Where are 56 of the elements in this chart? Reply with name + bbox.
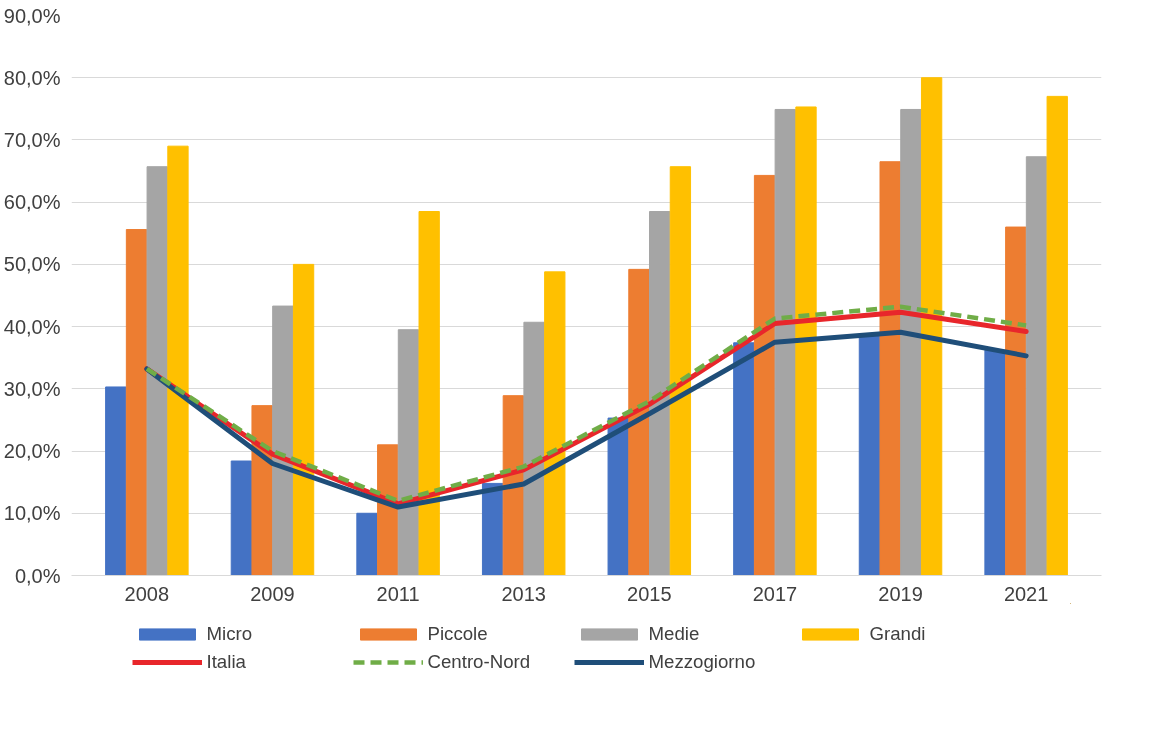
bar [1025, 156, 1048, 576]
bar [105, 386, 127, 576]
y-tick-label: 0,0% [14, 564, 61, 587]
legend-label: Medie [648, 623, 701, 645]
bar [607, 417, 629, 576]
x-tick-label: 2013 [501, 582, 546, 605]
x-tick-label: 2008 [124, 582, 170, 605]
x-tick-label: 2021 [1003, 582, 1049, 605]
legend-label: Italia [206, 651, 247, 673]
x-tick-label: 2019 [878, 582, 923, 605]
legend-label: Grandi [869, 623, 927, 645]
bar [774, 108, 796, 576]
y-tick-label: 50,0% [3, 253, 61, 276]
legend-label: Centro-Nord [427, 651, 532, 673]
y-tick-label: 80,0% [3, 66, 61, 89]
bar [628, 268, 650, 576]
y-tick-label: 20,0% [3, 440, 61, 463]
bar [356, 512, 378, 576]
bar [272, 305, 294, 576]
bar [292, 263, 315, 576]
bar [230, 460, 253, 576]
bar [418, 211, 440, 576]
bar [669, 166, 692, 576]
bar [920, 77, 943, 576]
bar [900, 108, 922, 576]
bar [167, 145, 189, 576]
y-tick-label: 70,0% [3, 128, 61, 151]
bar [733, 342, 755, 576]
legend-label: Mezzogiorno [648, 651, 757, 673]
bar [753, 174, 776, 576]
legend-label: Micro [206, 623, 254, 645]
bar [858, 334, 881, 576]
bar [481, 482, 504, 576]
bar [544, 271, 566, 576]
y-tick-label: 90,0% [3, 4, 61, 27]
x-tick-label: 2011 [376, 582, 420, 605]
bar [146, 166, 168, 576]
bar [377, 444, 399, 576]
x-tick-label: 2017 [752, 582, 798, 605]
y-tick-label: 40,0% [3, 315, 61, 338]
bar [523, 321, 545, 576]
legend-label: Piccole [427, 623, 489, 645]
y-tick-label: 60,0% [3, 191, 61, 214]
x-tick-label: 2015 [627, 582, 672, 605]
bar [125, 229, 148, 576]
bar [795, 106, 817, 576]
bar [1005, 226, 1027, 576]
bar [397, 329, 420, 576]
bar [251, 405, 273, 576]
y-tick-label: 10,0% [3, 502, 61, 525]
bar [879, 161, 901, 576]
bar [984, 349, 1006, 576]
bar [1046, 95, 1068, 576]
x-tick-label: 2009 [250, 582, 295, 605]
bar [649, 211, 671, 576]
y-tick-label: 30,0% [3, 377, 61, 400]
